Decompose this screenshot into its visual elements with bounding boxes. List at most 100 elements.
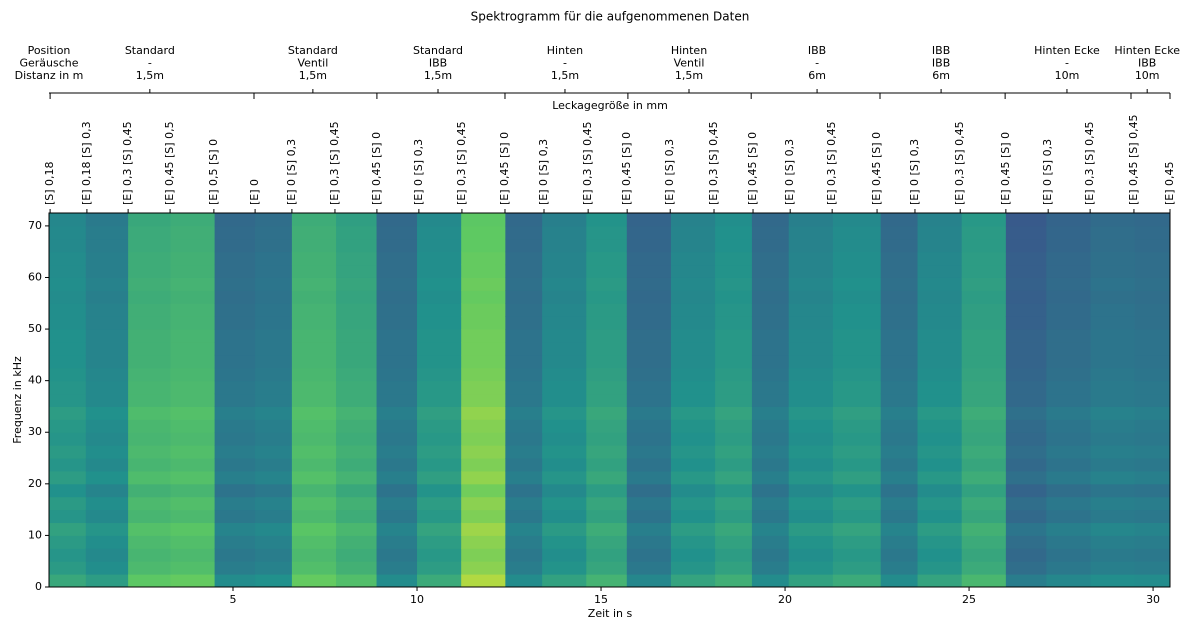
spectrogram-cell xyxy=(85,238,129,253)
spectrogram-cell xyxy=(336,483,378,498)
spectrogram-cell xyxy=(255,509,293,524)
group-label: IBB xyxy=(1138,57,1156,70)
spectrogram-cell xyxy=(917,419,963,433)
group-label: - xyxy=(148,57,152,70)
spectrogram-cell xyxy=(255,458,293,472)
spectrogram-cell xyxy=(505,354,543,369)
spectrogram-cell xyxy=(85,458,129,472)
spectrogram-cell xyxy=(626,316,672,330)
spectrogram-cell xyxy=(128,380,171,395)
spectrogram-cell xyxy=(715,432,753,446)
spectrogram-cell xyxy=(880,406,919,420)
spectrogram-cell xyxy=(170,393,216,407)
spectrogram-cell xyxy=(832,316,882,330)
spectrogram-cell xyxy=(255,277,293,291)
spectrogram-cell xyxy=(751,509,790,524)
spectrogram-cell xyxy=(670,535,716,549)
spectrogram-cell xyxy=(788,238,834,253)
spectrogram-cell xyxy=(1134,277,1171,291)
spectrogram-cell xyxy=(715,251,753,266)
spectrogram-cell xyxy=(336,277,378,291)
spectrogram-cell xyxy=(626,264,672,278)
spectrogram-cell xyxy=(376,535,418,549)
spectrogram-cell xyxy=(715,290,753,304)
group-label: 1,5m xyxy=(424,69,452,82)
top-tick-label: [E] 0,45 xyxy=(1163,161,1176,205)
spectrogram-cell xyxy=(626,483,672,498)
spectrogram-cell xyxy=(336,574,378,588)
spectrogram-cell xyxy=(626,561,672,575)
spectrogram-cell xyxy=(255,574,293,588)
spectrogram-cell xyxy=(461,264,506,278)
spectrogram-cell xyxy=(1090,458,1136,472)
spectrogram-cell xyxy=(336,225,378,240)
spectrogram-cell xyxy=(1046,406,1092,420)
spectrogram-cell xyxy=(214,419,256,433)
spectrogram-cell xyxy=(788,393,834,407)
spectrogram-cell xyxy=(626,419,672,433)
spectrogram-cell xyxy=(461,470,506,485)
spectrogram-cell xyxy=(542,238,587,253)
spectrogram-cell xyxy=(255,329,293,343)
spectrogram-cell xyxy=(715,406,753,420)
spectrogram-cell xyxy=(214,458,256,472)
spectrogram-cell xyxy=(85,483,129,498)
spectrogram-cell xyxy=(291,574,337,588)
spectrogram-cell xyxy=(670,264,716,278)
spectrogram-cell xyxy=(255,535,293,549)
spectrogram-cell xyxy=(1046,380,1092,395)
spectrogram-cell xyxy=(1046,238,1092,253)
spectrogram-cell xyxy=(832,329,882,343)
spectrogram-cell xyxy=(417,548,462,562)
spectrogram-cell xyxy=(670,419,716,433)
spectrogram-cell xyxy=(49,393,87,407)
spectrogram-cell xyxy=(214,432,256,446)
spectrogram-cell xyxy=(505,251,543,266)
spectrogram-cell xyxy=(1046,458,1092,472)
spectrogram-cell xyxy=(214,341,256,356)
spectrogram-cell xyxy=(917,290,963,304)
spectrogram-cell xyxy=(917,213,963,227)
spectrogram-cell xyxy=(1134,303,1171,317)
spectrogram-cell xyxy=(128,367,171,382)
spectrogram-cell xyxy=(961,406,1007,420)
spectrogram-cell xyxy=(670,393,716,407)
spectrogram-cell xyxy=(461,496,506,511)
spectrogram-cell xyxy=(255,548,293,562)
top-tick-label: [E] 0,45 [S] 0,5 xyxy=(163,121,176,205)
x-tick-label: 30 xyxy=(1146,593,1160,606)
spectrogram-cell xyxy=(626,522,672,536)
spectrogram-cell xyxy=(586,251,628,266)
group-label: Hinten xyxy=(547,44,583,57)
spectrogram-cell xyxy=(376,432,418,446)
spectrogram-cell xyxy=(85,522,129,536)
spectrogram-cell xyxy=(461,483,506,498)
spectrogram-cell xyxy=(586,561,628,575)
spectrogram-cell xyxy=(505,470,543,485)
group-label: - xyxy=(563,57,567,70)
spectrogram-cell xyxy=(832,303,882,317)
spectrogram-cell xyxy=(255,432,293,446)
spectrogram-cell xyxy=(214,574,256,588)
spectrogram-cell xyxy=(417,354,462,369)
spectrogram-cell xyxy=(336,341,378,356)
spectrogram-cell xyxy=(85,354,129,369)
spectrogram-cell xyxy=(917,329,963,343)
spectrogram-cell xyxy=(626,458,672,472)
spectrogram-cell xyxy=(788,522,834,536)
spectrogram-cell xyxy=(586,432,628,446)
spectrogram-cell xyxy=(49,419,87,433)
top-tick-label: [E] 0,3 [S] 0,45 xyxy=(1083,121,1096,205)
spectrogram-cell xyxy=(542,496,587,511)
spectrogram-cell xyxy=(291,470,337,485)
spectrogram-cell xyxy=(1005,496,1047,511)
spectrogram-cell xyxy=(542,341,587,356)
spectrogram-cell xyxy=(1005,432,1047,446)
spectrogram-cell xyxy=(255,341,293,356)
spectrogram-cell xyxy=(417,393,462,407)
spectrogram-cell xyxy=(586,341,628,356)
spectrogram-cell xyxy=(214,509,256,524)
spectrogram-cell xyxy=(917,470,963,485)
spectrogram-cell xyxy=(751,522,790,536)
spectrogram-cell xyxy=(214,354,256,369)
